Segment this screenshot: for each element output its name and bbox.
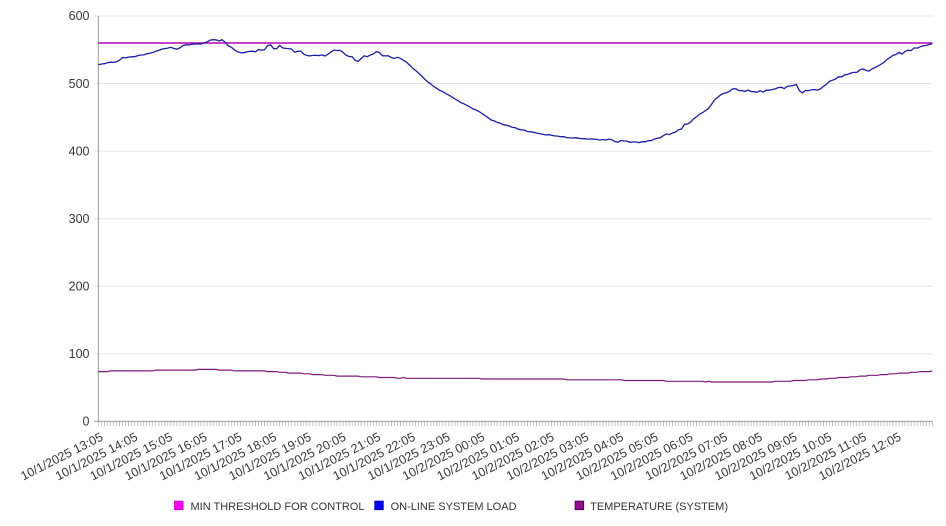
svg-text:600: 600 xyxy=(69,9,90,23)
svg-text:MIN THRESHOLD FOR CONTROL: MIN THRESHOLD FOR CONTROL xyxy=(191,501,365,513)
svg-text:200: 200 xyxy=(69,280,90,294)
svg-text:100: 100 xyxy=(69,347,90,361)
svg-text:500: 500 xyxy=(69,77,90,91)
svg-text:400: 400 xyxy=(69,144,90,158)
svg-text:300: 300 xyxy=(69,212,90,226)
svg-text:0: 0 xyxy=(83,415,90,429)
svg-text:TEMPERATURE (SYSTEM): TEMPERATURE (SYSTEM) xyxy=(590,501,728,513)
svg-text:ON-LINE SYSTEM LOAD: ON-LINE SYSTEM LOAD xyxy=(391,501,517,513)
